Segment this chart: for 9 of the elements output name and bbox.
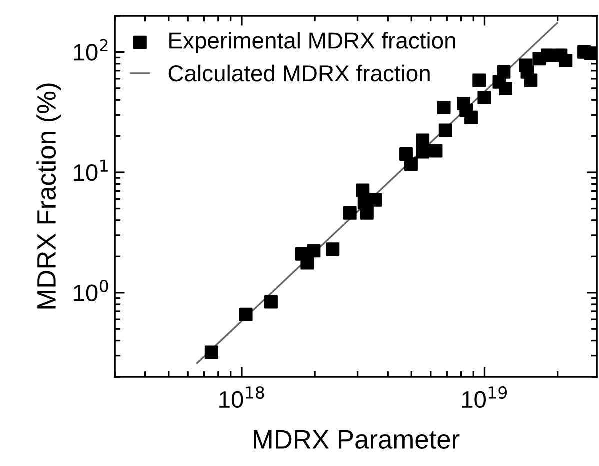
x-tick-label: 10$^{19}$ — [462, 386, 508, 408]
y-axis-title: MDRX Fraction (%) — [36, 84, 62, 309]
x-tick-label: 10$^{18}$ — [220, 386, 264, 408]
y-tick-label: 10$^{1}$ — [74, 160, 108, 182]
x-axis-title: MDRX Parameter — [254, 430, 460, 449]
y-tick-label: 10$^{0}$ — [74, 280, 108, 302]
y-tick-label: 10$^{2}$ — [74, 39, 108, 61]
legend-label: Experimental MDRX fraction — [170, 32, 456, 54]
legend-label: Calculated MDRX fraction — [168, 64, 430, 82]
